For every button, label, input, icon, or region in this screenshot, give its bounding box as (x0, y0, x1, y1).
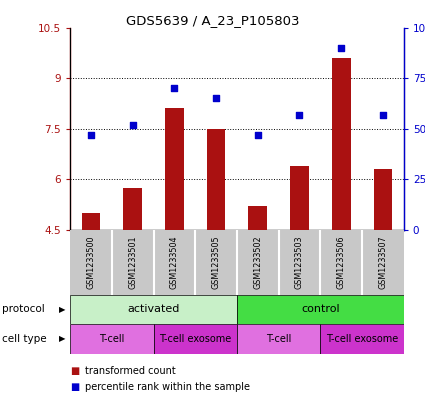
Bar (290, 166, 309, 230)
Point (338, 44, 345, 51)
Bar (207, 129, 226, 230)
Bar (374, 169, 392, 230)
Text: transformed count: transformed count (85, 366, 176, 376)
Text: control: control (301, 305, 340, 314)
Text: GSM1233507: GSM1233507 (378, 235, 388, 289)
Bar (237, 324, 320, 354)
Text: T-cell exosome: T-cell exosome (326, 334, 398, 344)
Point (88, 132, 94, 138)
Text: ▶: ▶ (60, 305, 66, 314)
Text: GSM1233504: GSM1233504 (170, 235, 179, 289)
Bar (332, 58, 351, 230)
Text: ▶: ▶ (60, 334, 66, 343)
Text: activated: activated (128, 305, 180, 314)
Text: GSM1233503: GSM1233503 (295, 235, 304, 289)
Point (129, 121, 136, 128)
Text: protocol: protocol (2, 305, 45, 314)
Bar (70, 324, 153, 354)
Bar (248, 206, 267, 230)
Text: GSM1233500: GSM1233500 (86, 235, 96, 289)
Text: GSM1233506: GSM1233506 (337, 235, 346, 289)
Text: GDS5639 / A_23_P105803: GDS5639 / A_23_P105803 (126, 14, 299, 27)
Point (171, 85, 178, 91)
Bar (70, 295, 237, 324)
Bar (153, 324, 237, 354)
Text: cell type: cell type (2, 334, 47, 344)
Bar (320, 324, 404, 354)
Text: GSM1233502: GSM1233502 (253, 235, 262, 289)
Bar (237, 295, 404, 324)
Text: GSM1233505: GSM1233505 (212, 235, 221, 289)
Text: T-cell exosome: T-cell exosome (159, 334, 231, 344)
Point (296, 111, 303, 118)
Text: percentile rank within the sample: percentile rank within the sample (85, 382, 250, 392)
Bar (165, 108, 184, 230)
Text: ■: ■ (70, 366, 79, 376)
Point (255, 132, 261, 138)
Point (212, 95, 219, 101)
Point (380, 111, 386, 118)
Text: ■: ■ (70, 382, 79, 392)
Text: GSM1233501: GSM1233501 (128, 235, 137, 289)
Text: T-cell: T-cell (266, 334, 291, 344)
Text: T-cell: T-cell (99, 334, 125, 344)
Bar (123, 188, 142, 230)
Bar (82, 213, 100, 230)
